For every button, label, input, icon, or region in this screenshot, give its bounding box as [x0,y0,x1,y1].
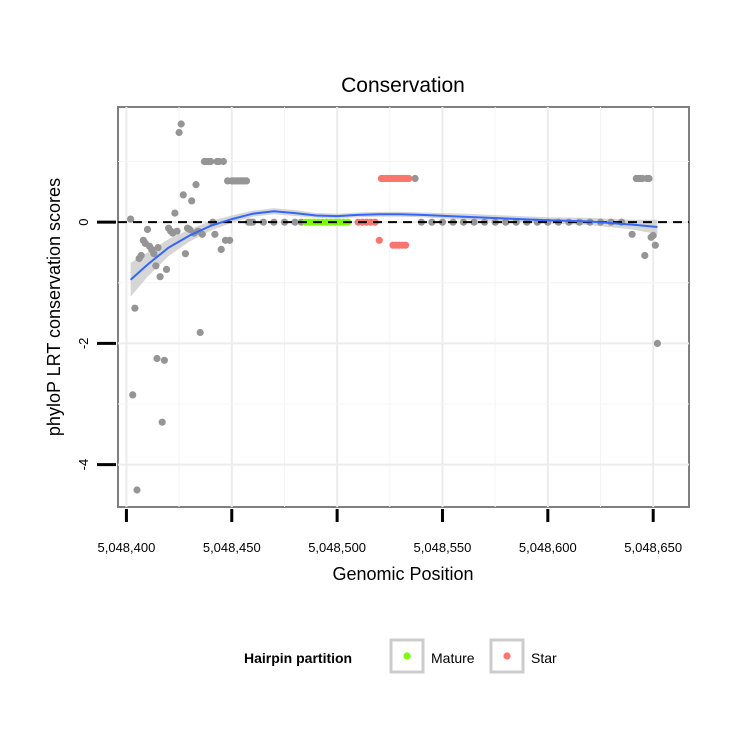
x-tick-label: 5,048,550 [414,540,472,555]
point-other [188,197,196,205]
plot-panel [117,106,690,508]
point-other [143,225,152,233]
point-other [411,174,419,183]
x-axis: 5,048,400 5,048,450 5,048,500 5,048,550 5,04… [98,509,682,555]
point-other [153,354,161,363]
point-other [154,244,162,252]
y-tick-label: -4 [76,459,91,471]
point-star [405,174,413,183]
point-other [428,218,436,226]
point-other [162,265,171,273]
x-tick-label: 5,048,600 [519,540,577,555]
point-other [152,262,160,270]
point-other [192,181,200,189]
point-other [137,251,145,260]
point-other [641,251,649,260]
point-other [179,191,187,199]
point-other [160,356,168,364]
y-tick-label: 0 [76,219,91,226]
point-other [173,227,181,235]
point-other [217,245,225,253]
point-other [131,304,139,312]
point-other [502,218,510,226]
y-axis-label: phyloP LRT conservation scores [44,178,64,436]
point-other [219,157,227,166]
point-other [156,273,164,281]
legend-key-mature-box [389,638,425,674]
x-tick-label: 5,048,650 [624,540,682,555]
point-other [259,218,267,226]
x-tick-label: 5,048,450 [203,540,261,555]
smooth-line [129,210,658,281]
legend: Hairpin partition Mature Star [244,638,557,674]
point-other [171,209,179,217]
x-tick-label: 5,048,400 [98,540,156,555]
x-axis-label: Genomic Position [332,564,473,584]
point-other [133,486,141,494]
point-other [129,391,137,399]
data-points [127,120,662,494]
point-other [653,339,662,347]
point-other [628,230,636,238]
legend-label-star: Star [531,650,557,666]
legend-key-mature [403,652,411,660]
point-other [175,128,183,137]
point-star [375,236,383,244]
chart-title: Conservation [341,74,465,97]
point-other [211,230,219,238]
point-other [438,218,447,226]
point-other [226,236,234,244]
x-tick-label: 5,048,500 [308,540,366,555]
legend-label-mature: Mature [431,650,475,666]
point-other [651,241,659,249]
point-other [291,218,299,226]
point-other [645,174,653,183]
smooth-line-group [129,210,658,281]
point-other [177,120,185,128]
point-other [649,231,657,240]
y-tick-label: -2 [76,338,91,350]
point-other [207,157,215,166]
point-other [242,177,251,185]
legend-key-star [503,652,511,660]
point-other [150,250,158,258]
point-other [127,215,135,223]
point-other [198,230,206,238]
legend-title: Hairpin partition [244,650,352,666]
point-other [249,218,257,226]
point-other [158,418,166,426]
point-star [402,241,410,249]
point-other [181,250,189,258]
point-other [470,218,478,226]
point-other [196,328,204,337]
y-axis: -4 -2 0 [76,219,116,471]
